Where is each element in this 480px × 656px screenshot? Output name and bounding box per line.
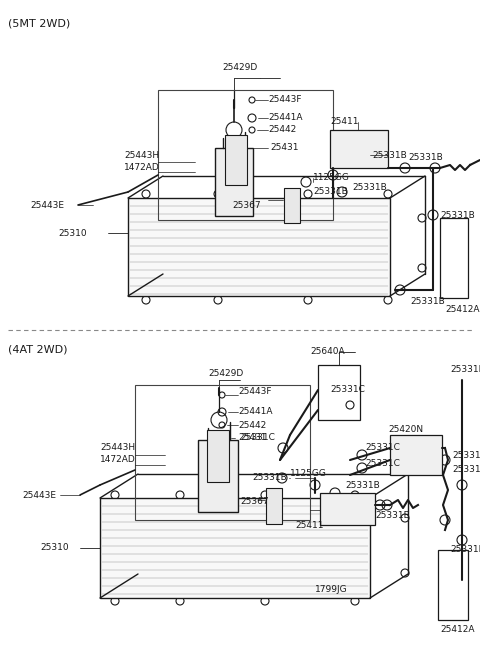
Bar <box>128 198 390 296</box>
Text: 25429D: 25429D <box>222 64 257 73</box>
Text: 25443E: 25443E <box>22 491 56 499</box>
Bar <box>100 498 370 598</box>
Text: 25331C: 25331C <box>330 386 365 394</box>
Bar <box>225 135 247 185</box>
Text: 25640A: 25640A <box>310 348 345 356</box>
Bar <box>158 90 333 220</box>
Text: 25367: 25367 <box>240 497 269 506</box>
Text: 25411: 25411 <box>330 117 359 127</box>
Bar <box>330 130 388 168</box>
Text: 25331C: 25331C <box>452 466 480 474</box>
Text: (4AT 2WD): (4AT 2WD) <box>8 344 68 354</box>
Text: 25331C: 25331C <box>365 459 400 468</box>
Text: 25443H: 25443H <box>100 443 135 453</box>
Text: 25331B: 25331B <box>450 546 480 554</box>
Text: 25331C: 25331C <box>240 434 275 443</box>
Text: 25331C: 25331C <box>452 451 480 459</box>
Text: 25331B: 25331B <box>450 365 480 375</box>
Bar <box>440 218 468 298</box>
Bar <box>135 385 310 520</box>
Text: 25331B: 25331B <box>313 188 348 197</box>
Text: 25331B: 25331B <box>372 150 407 159</box>
Text: 1472AD: 1472AD <box>124 163 160 173</box>
Text: 25442: 25442 <box>268 125 296 134</box>
Text: 1125GG: 1125GG <box>290 468 327 478</box>
Text: 25443F: 25443F <box>238 388 272 396</box>
Bar <box>215 148 253 216</box>
Text: (5MT 2WD): (5MT 2WD) <box>8 18 70 28</box>
Text: 1799JG: 1799JG <box>315 586 348 594</box>
Text: 25331C: 25331C <box>365 443 400 453</box>
Text: 25431: 25431 <box>238 434 266 443</box>
Text: 25331B: 25331B <box>408 154 443 163</box>
Text: 25412A: 25412A <box>440 626 475 634</box>
Text: 25441A: 25441A <box>238 407 273 417</box>
Bar <box>320 493 375 525</box>
Bar <box>266 488 282 524</box>
Text: 25367: 25367 <box>232 201 261 209</box>
Text: 25310: 25310 <box>58 228 86 237</box>
Text: 25420N: 25420N <box>388 426 423 434</box>
Text: 25331B: 25331B <box>440 211 475 220</box>
Text: 1472AD: 1472AD <box>100 455 136 464</box>
Text: 25429D: 25429D <box>208 369 243 377</box>
Text: 25412A: 25412A <box>445 306 480 314</box>
Text: 25310: 25310 <box>40 544 69 552</box>
Text: 25331B: 25331B <box>352 184 387 192</box>
Text: 25331B: 25331B <box>375 510 410 520</box>
Text: 1125GG: 1125GG <box>313 173 350 182</box>
Text: 25331B: 25331B <box>345 480 380 489</box>
Bar <box>438 550 468 620</box>
Bar <box>318 365 360 420</box>
Text: 25443E: 25443E <box>30 201 64 209</box>
Bar <box>390 435 442 475</box>
Text: 25411: 25411 <box>295 522 324 531</box>
Bar <box>198 440 238 512</box>
Text: 25443H: 25443H <box>124 150 159 159</box>
Text: 25442: 25442 <box>238 420 266 430</box>
Text: 25331B: 25331B <box>252 474 287 483</box>
Bar <box>207 430 229 482</box>
Text: 25443F: 25443F <box>268 96 301 104</box>
Text: 25331B: 25331B <box>410 298 445 306</box>
Text: 25431: 25431 <box>270 144 299 152</box>
Text: 25441A: 25441A <box>268 113 302 123</box>
Bar <box>284 188 300 223</box>
